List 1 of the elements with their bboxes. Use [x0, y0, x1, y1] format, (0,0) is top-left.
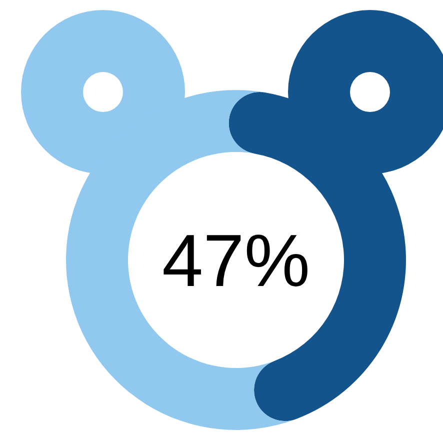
data-label: 47% — [162, 218, 310, 302]
